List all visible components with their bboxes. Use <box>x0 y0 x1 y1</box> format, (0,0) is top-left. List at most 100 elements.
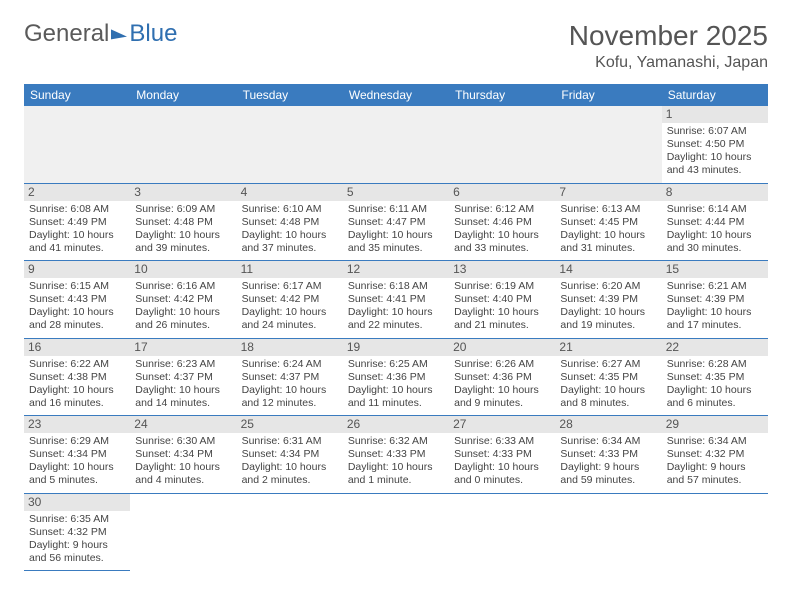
daylight-line: Daylight: 10 hours and 9 minutes. <box>454 384 550 410</box>
day-number: 27 <box>449 416 555 433</box>
day-number: 1 <box>662 106 768 123</box>
daylight-line: Daylight: 10 hours and 6 minutes. <box>667 384 763 410</box>
daylight-line: Daylight: 10 hours and 16 minutes. <box>29 384 125 410</box>
sunrise-line: Sunrise: 6:09 AM <box>135 203 231 216</box>
calendar-cell: 2Sunrise: 6:08 AMSunset: 4:49 PMDaylight… <box>24 183 130 261</box>
calendar-cell <box>555 493 661 571</box>
day-number: 8 <box>662 184 768 201</box>
sunrise-line: Sunrise: 6:34 AM <box>667 435 763 448</box>
sunrise-line: Sunrise: 6:27 AM <box>560 358 656 371</box>
sunset-line: Sunset: 4:35 PM <box>560 371 656 384</box>
calendar-cell <box>237 493 343 571</box>
calendar-cell <box>662 493 768 571</box>
day-number: 21 <box>555 339 661 356</box>
sunrise-line: Sunrise: 6:07 AM <box>667 125 763 138</box>
day-number: 24 <box>130 416 236 433</box>
month-title: November 2025 <box>569 20 768 52</box>
daylight-line: Daylight: 10 hours and 31 minutes. <box>560 229 656 255</box>
sunset-line: Sunset: 4:33 PM <box>348 448 444 461</box>
calendar-cell: 17Sunrise: 6:23 AMSunset: 4:37 PMDayligh… <box>130 338 236 416</box>
daylight-line: Daylight: 10 hours and 43 minutes. <box>667 151 763 177</box>
day-number: 4 <box>237 184 343 201</box>
calendar-cell: 14Sunrise: 6:20 AMSunset: 4:39 PMDayligh… <box>555 261 661 339</box>
day-number: 13 <box>449 261 555 278</box>
calendar-cell: 7Sunrise: 6:13 AMSunset: 4:45 PMDaylight… <box>555 183 661 261</box>
calendar-cell: 29Sunrise: 6:34 AMSunset: 4:32 PMDayligh… <box>662 416 768 494</box>
sunrise-line: Sunrise: 6:33 AM <box>454 435 550 448</box>
sunset-line: Sunset: 4:34 PM <box>242 448 338 461</box>
sunset-line: Sunset: 4:48 PM <box>242 216 338 229</box>
sunrise-line: Sunrise: 6:25 AM <box>348 358 444 371</box>
daylight-line: Daylight: 10 hours and 24 minutes. <box>242 306 338 332</box>
calendar-cell: 5Sunrise: 6:11 AMSunset: 4:47 PMDaylight… <box>343 183 449 261</box>
sunrise-line: Sunrise: 6:34 AM <box>560 435 656 448</box>
calendar-cell: 1 Sunrise: 6:07 AMSunset: 4:50 PMDaylight… <box>662 106 768 183</box>
calendar-cell <box>343 493 449 571</box>
calendar-row: 30Sunrise: 6:35 AMSunset: 4:32 PMDayligh… <box>24 493 768 571</box>
sunset-line: Sunset: 4:46 PM <box>454 216 550 229</box>
sunrise-line: Sunrise: 6:24 AM <box>242 358 338 371</box>
sunset-line: Sunset: 4:36 PM <box>454 371 550 384</box>
sunset-line: Sunset: 4:39 PM <box>667 293 763 306</box>
day-number: 6 <box>449 184 555 201</box>
calendar-cell: 3Sunrise: 6:09 AMSunset: 4:48 PMDaylight… <box>130 183 236 261</box>
day-number: 12 <box>343 261 449 278</box>
weekday-header: Wednesday <box>343 84 449 106</box>
day-number: 20 <box>449 339 555 356</box>
day-number: 18 <box>237 339 343 356</box>
sunrise-line: Sunrise: 6:29 AM <box>29 435 125 448</box>
day-number: 30 <box>24 494 130 511</box>
sunrise-line: Sunrise: 6:11 AM <box>348 203 444 216</box>
day-number: 7 <box>555 184 661 201</box>
daylight-line: Daylight: 10 hours and 4 minutes. <box>135 461 231 487</box>
daylight-line: Daylight: 9 hours and 57 minutes. <box>667 461 763 487</box>
calendar-cell: 11Sunrise: 6:17 AMSunset: 4:42 PMDayligh… <box>237 261 343 339</box>
sunset-line: Sunset: 4:50 PM <box>667 138 763 151</box>
calendar-cell: 6Sunrise: 6:12 AMSunset: 4:46 PMDaylight… <box>449 183 555 261</box>
calendar-cell: 19Sunrise: 6:25 AMSunset: 4:36 PMDayligh… <box>343 338 449 416</box>
sunset-line: Sunset: 4:48 PM <box>135 216 231 229</box>
calendar-cell <box>449 493 555 571</box>
sunset-line: Sunset: 4:40 PM <box>454 293 550 306</box>
daylight-line: Daylight: 10 hours and 5 minutes. <box>29 461 125 487</box>
calendar-row: 23Sunrise: 6:29 AMSunset: 4:34 PMDayligh… <box>24 416 768 494</box>
day-number: 26 <box>343 416 449 433</box>
title-block: November 2025 Kofu, Yamanashi, Japan <box>569 20 768 72</box>
page-header: General Blue November 2025 Kofu, Yamanas… <box>24 20 768 72</box>
logo-text-a: General <box>24 20 109 48</box>
location: Kofu, Yamanashi, Japan <box>569 54 768 72</box>
day-number: 3 <box>130 184 236 201</box>
sunrise-line: Sunrise: 6:21 AM <box>667 280 763 293</box>
sunset-line: Sunset: 4:32 PM <box>29 526 125 539</box>
calendar-cell <box>130 493 236 571</box>
sunset-line: Sunset: 4:34 PM <box>29 448 125 461</box>
daylight-line: Daylight: 10 hours and 14 minutes. <box>135 384 231 410</box>
day-number: 14 <box>555 261 661 278</box>
daylight-line: Daylight: 10 hours and 30 minutes. <box>667 229 763 255</box>
sunrise-line: Sunrise: 6:30 AM <box>135 435 231 448</box>
sunrise-line: Sunrise: 6:19 AM <box>454 280 550 293</box>
calendar-cell: 15Sunrise: 6:21 AMSunset: 4:39 PMDayligh… <box>662 261 768 339</box>
sunset-line: Sunset: 4:49 PM <box>29 216 125 229</box>
day-number: 5 <box>343 184 449 201</box>
sunset-line: Sunset: 4:39 PM <box>560 293 656 306</box>
sunset-line: Sunset: 4:35 PM <box>667 371 763 384</box>
sunset-line: Sunset: 4:33 PM <box>560 448 656 461</box>
calendar-cell <box>343 106 449 183</box>
sunset-line: Sunset: 4:37 PM <box>135 371 231 384</box>
sunrise-line: Sunrise: 6:14 AM <box>667 203 763 216</box>
day-number: 29 <box>662 416 768 433</box>
sunset-line: Sunset: 4:34 PM <box>135 448 231 461</box>
calendar-cell: 23Sunrise: 6:29 AMSunset: 4:34 PMDayligh… <box>24 416 130 494</box>
sunset-line: Sunset: 4:41 PM <box>348 293 444 306</box>
daylight-line: Daylight: 10 hours and 0 minutes. <box>454 461 550 487</box>
calendar-row: 9Sunrise: 6:15 AMSunset: 4:43 PMDaylight… <box>24 261 768 339</box>
calendar-cell <box>449 106 555 183</box>
sunset-line: Sunset: 4:42 PM <box>242 293 338 306</box>
daylight-line: Daylight: 9 hours and 59 minutes. <box>560 461 656 487</box>
calendar-cell: 24 Sunrise: 6:30 AMSunset: 4:34 PMDayligh… <box>130 416 236 494</box>
day-number: 17 <box>130 339 236 356</box>
weekday-header: Thursday <box>449 84 555 106</box>
calendar-cell: 28Sunrise: 6:34 AMSunset: 4:33 PMDayligh… <box>555 416 661 494</box>
daylight-line: Daylight: 9 hours and 56 minutes. <box>29 539 125 565</box>
